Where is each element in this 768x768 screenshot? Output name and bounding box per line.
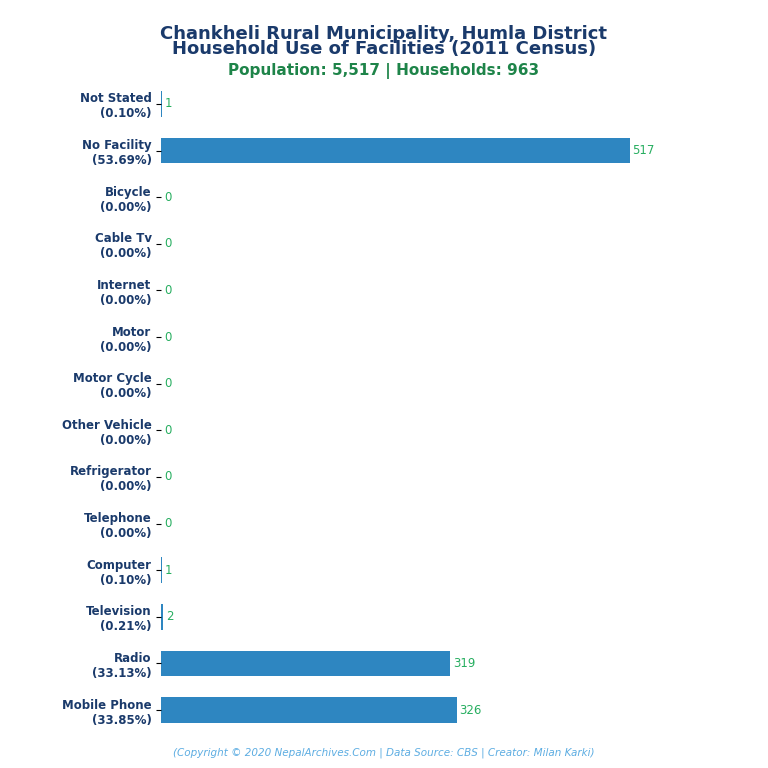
Bar <box>161 558 162 583</box>
Text: Household Use of Facilities (2011 Census): Household Use of Facilities (2011 Census… <box>172 40 596 58</box>
Text: Chankheli Rural Municipality, Humla District: Chankheli Rural Municipality, Humla Dist… <box>161 25 607 42</box>
Text: 0: 0 <box>164 377 171 390</box>
Text: 0: 0 <box>164 424 171 437</box>
Bar <box>161 650 450 677</box>
Text: 319: 319 <box>453 657 475 670</box>
Bar <box>161 137 630 164</box>
Bar <box>161 604 163 630</box>
Bar <box>161 697 457 723</box>
Text: 2: 2 <box>166 611 174 624</box>
Text: 1: 1 <box>165 98 172 111</box>
Text: 0: 0 <box>164 471 171 484</box>
Text: 0: 0 <box>164 237 171 250</box>
Text: 0: 0 <box>164 284 171 297</box>
Text: 0: 0 <box>164 330 171 343</box>
Text: 0: 0 <box>164 517 171 530</box>
Bar <box>161 91 162 117</box>
Text: 326: 326 <box>459 703 482 717</box>
Text: (Copyright © 2020 NepalArchives.Com | Data Source: CBS | Creator: Milan Karki): (Copyright © 2020 NepalArchives.Com | Da… <box>174 747 594 758</box>
Text: 1: 1 <box>165 564 172 577</box>
Text: Population: 5,517 | Households: 963: Population: 5,517 | Households: 963 <box>228 63 540 79</box>
Text: 0: 0 <box>164 190 171 204</box>
Text: 517: 517 <box>633 144 655 157</box>
